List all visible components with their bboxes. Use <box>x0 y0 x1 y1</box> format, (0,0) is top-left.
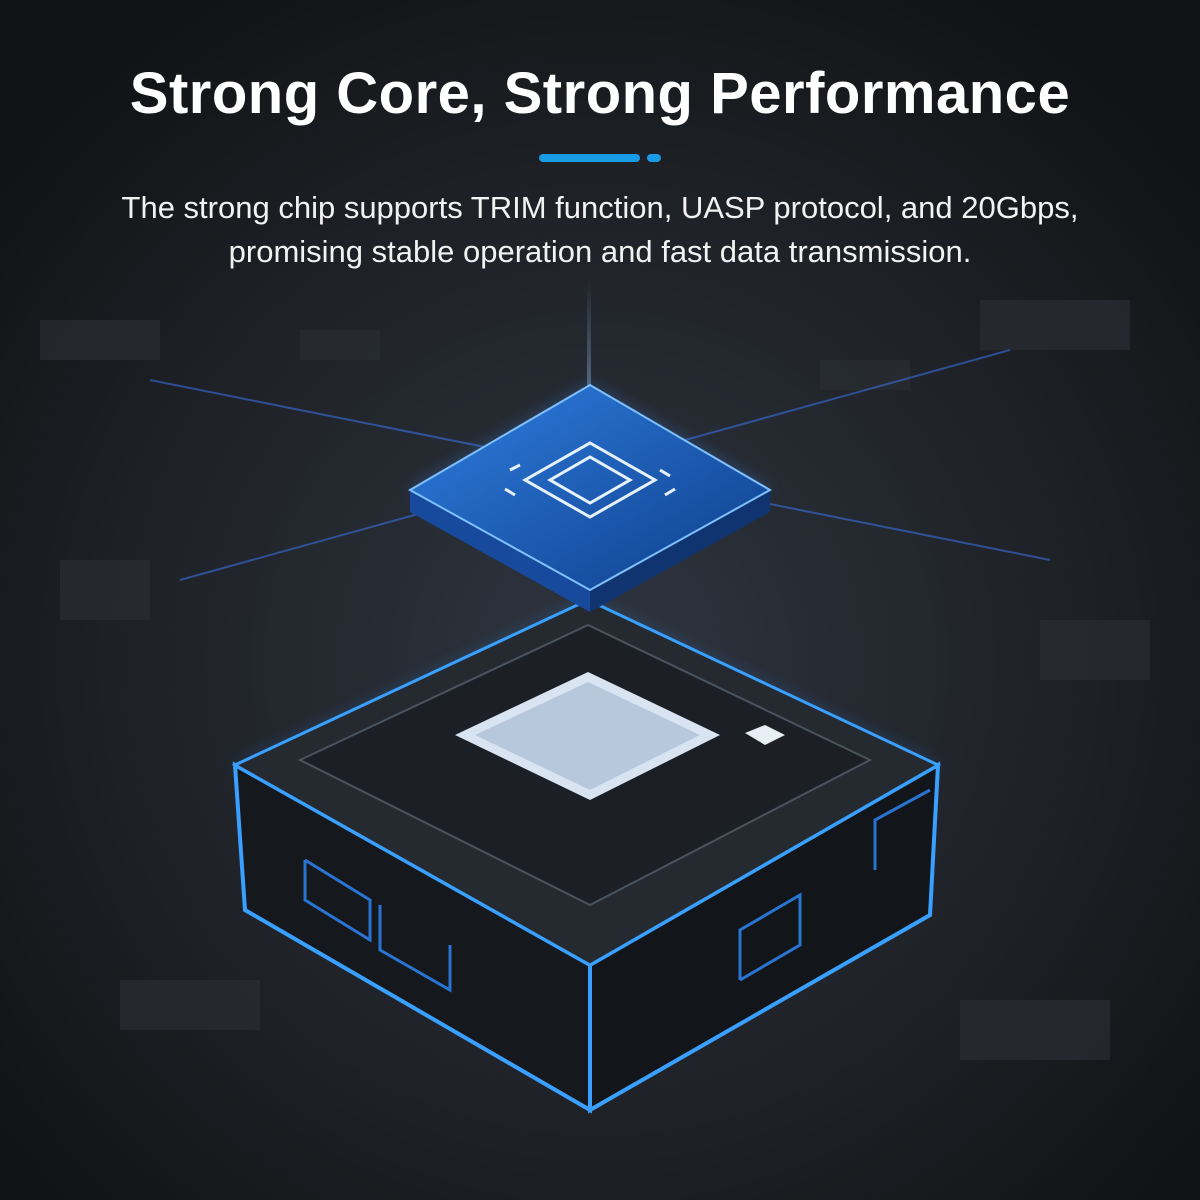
description-line: promising stable operation and fast data… <box>228 234 972 269</box>
description-line: The strong chip supports TRIM function, … <box>121 190 1079 225</box>
processor-chip-icon <box>504 441 676 519</box>
chip-top <box>407 383 773 592</box>
title-accent-dot <box>647 154 661 162</box>
chip-side-left <box>410 490 590 612</box>
chip-side-right <box>590 490 770 612</box>
page-title: Strong Core, Strong Performance <box>129 61 1071 126</box>
description: The strong chip supports TRIM function, … <box>0 186 1200 274</box>
title-accent-bar <box>539 154 640 162</box>
